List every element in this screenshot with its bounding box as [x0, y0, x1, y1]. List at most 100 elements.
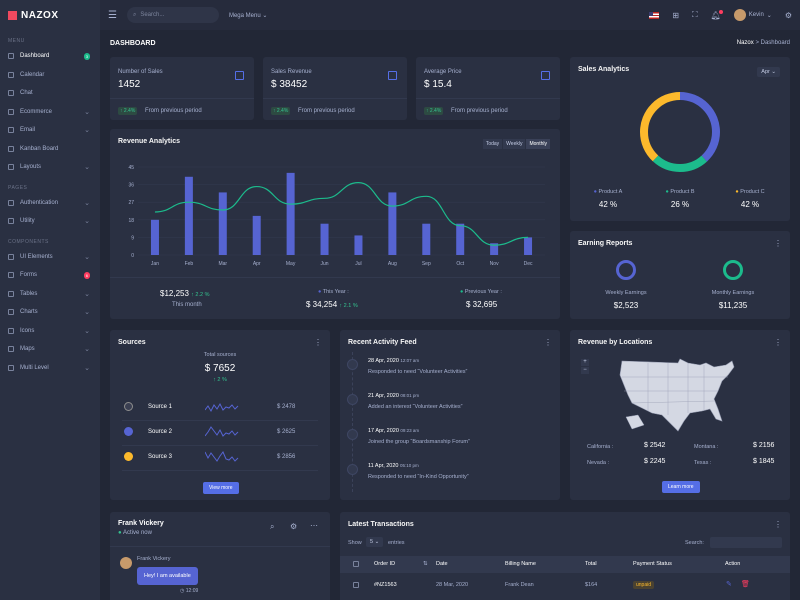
billing-name: Frank Dean	[505, 582, 534, 588]
column-header-billing-name[interactable]: Billing Name	[505, 561, 536, 567]
gear-icon[interactable]: ⚙	[784, 10, 792, 20]
latest-transactions-card: Latest Transactions ⋮ Show 5 ⌄ entries S…	[340, 512, 790, 600]
card-title: Sources	[118, 339, 146, 346]
revenue-chart: 0 9 18 27 36 45 Jan Feb Mar Apr May Jun Jul Aug Sep Oct…	[128, 165, 545, 267]
sidebar-item-calendar[interactable]: Calendar	[0, 66, 100, 85]
y-tick-label: 27	[128, 200, 134, 206]
source-row[interactable]: Source 2 $ 2625	[122, 421, 318, 446]
entries-select[interactable]: 5 ⌄	[366, 537, 384, 547]
more-vertical-icon[interactable]: ⋮	[774, 239, 782, 248]
sidebar-item-authentication[interactable]: Authentication ⌄	[0, 194, 100, 213]
select-all-checkbox[interactable]	[353, 561, 359, 567]
message-sender: Frank Vickery	[137, 556, 171, 562]
avatar	[733, 9, 746, 21]
more-vertical-icon[interactable]: ⋮	[774, 338, 782, 347]
sparkline-path	[205, 402, 239, 413]
column-header-payment-status[interactable]: Payment Status	[633, 561, 672, 567]
us-flag-icon[interactable]	[649, 11, 660, 19]
zoom-out-button[interactable]: −	[581, 367, 589, 374]
activity-date-text: 28 Apr, 2020	[368, 358, 399, 364]
sidebar-item-utility[interactable]: Utility ⌄	[0, 212, 100, 231]
order-total: $164	[585, 582, 598, 588]
sidebar-item-tables[interactable]: Tables ⌄	[0, 285, 100, 304]
source-row[interactable]: Source 1 $ 2478	[122, 396, 318, 421]
zoom-in-button[interactable]: +	[581, 359, 589, 366]
more-horizontal-icon[interactable]: ⋯	[310, 521, 318, 530]
tab-weekly[interactable]: Weekly	[503, 139, 526, 149]
user-menu[interactable]: Kevin ⌄	[733, 9, 772, 21]
bar-jan	[150, 219, 159, 255]
source-row[interactable]: Source 3 $ 2856	[122, 446, 318, 471]
trash-icon[interactable]: 🗑︎	[741, 581, 750, 588]
column-header-action[interactable]: Action	[725, 561, 741, 567]
search-placeholder: Search...	[140, 12, 165, 18]
mega-menu-button[interactable]: Mega Menu ⌄	[228, 12, 268, 19]
sidebar-item-charts[interactable]: Charts ⌄	[0, 303, 100, 322]
learn-more-button[interactable]: Learn more	[662, 481, 700, 493]
column-header-total[interactable]: Total	[585, 561, 597, 567]
table-icon	[8, 290, 14, 297]
legend-product-c: ● Product C 42 %	[735, 189, 765, 209]
tab-monthly[interactable]: Monthly	[526, 139, 550, 149]
location-label: California :	[587, 444, 614, 450]
sidebar-item-layouts[interactable]: Layouts ⌄	[0, 158, 100, 177]
sources-card: Sources ⋮ Total sources $ 7652 ↑ 2 % Sou…	[110, 330, 330, 500]
menu-toggle-icon[interactable]: ☰	[108, 9, 117, 21]
sidebar-item-dashboard[interactable]: Dashboard 3	[0, 47, 100, 66]
stat-change: ↑ 2.4%	[118, 107, 138, 115]
x-tick-label: Mar	[218, 261, 227, 267]
notification-badge: 3	[83, 52, 90, 60]
table-search-input[interactable]	[710, 537, 782, 548]
fullscreen-icon[interactable]: ⛶	[692, 10, 698, 19]
search-input[interactable]: ⌕ Search...	[126, 7, 219, 23]
column-header-date[interactable]: Date	[436, 561, 448, 567]
card-title: Revenue by Locations	[578, 339, 653, 346]
table-row[interactable]: #NZ1563 28 Mar, 2020 Frank Dean $164 unp…	[340, 577, 790, 594]
dashboard-icon	[8, 53, 14, 60]
location-label: Montana :	[694, 444, 719, 450]
sidebar-item-ecommerce[interactable]: Ecommerce ⌄	[0, 103, 100, 122]
activity-date: 21 Apr, 2020 08:01 pm	[368, 393, 419, 399]
sidebar-item-chat[interactable]: Chat	[0, 84, 100, 103]
x-tick-label: Jun	[321, 261, 329, 267]
sidebar-item-forms[interactable]: Forms 6	[0, 266, 100, 285]
activity-date: 28 Apr, 2020 12:07 am	[368, 358, 419, 364]
sidebar-item-icons[interactable]: Icons ⌄	[0, 322, 100, 341]
breadcrumb-nazox[interactable]: Nazox	[736, 40, 754, 46]
slice-product-c	[640, 92, 720, 172]
brand-logo[interactable]: NAZOX	[0, 0, 100, 30]
more-vertical-icon[interactable]: ⋮	[774, 520, 782, 529]
more-vertical-icon[interactable]: ⋮	[544, 338, 552, 347]
y-tick-label: 18	[128, 218, 134, 224]
sidebar-item-maps[interactable]: Maps ⌄	[0, 340, 100, 359]
row-checkbox[interactable]	[353, 582, 359, 588]
stat-card-sales: Number of Sales 1452 ↑ 2.4% From previou…	[110, 57, 254, 120]
bar-apr	[252, 215, 261, 255]
sidebar-item-kanban[interactable]: Kanban Board	[0, 140, 100, 159]
edit-icon[interactable]: ✎	[726, 581, 732, 588]
activity-date-text: 21 Apr, 2020	[368, 393, 399, 399]
sidebar-item-ui-elements[interactable]: UI Elements ⌄	[0, 248, 100, 267]
source-icon	[124, 452, 133, 461]
share-icon	[8, 364, 14, 371]
order-id[interactable]: #NZ1563	[374, 582, 397, 588]
sidebar-item-email[interactable]: Email ⌄	[0, 121, 100, 140]
column-header-order-id[interactable]: Order ID	[374, 561, 396, 567]
chart-icon	[8, 309, 14, 316]
sparkline-path	[205, 426, 239, 437]
search-icon: ⌕	[132, 11, 137, 18]
sort-icon[interactable]: ⇅	[423, 561, 428, 567]
tab-today[interactable]: Today	[482, 139, 503, 149]
monthly-label: Monthly Earnings	[711, 290, 755, 296]
logo-icon	[8, 10, 17, 20]
apps-grid-icon[interactable]: ⊞	[672, 10, 680, 20]
more-vertical-icon[interactable]: ⋮	[314, 338, 322, 347]
utility-icon	[8, 218, 14, 225]
bell-icon[interactable]: 🔔︎	[710, 9, 723, 20]
search-icon[interactable]: ⌕	[270, 522, 275, 531]
gear-icon[interactable]: ⚙	[290, 522, 298, 531]
forms-badge: 6	[83, 271, 90, 279]
sidebar-item-multi-level[interactable]: Multi Level ⌄	[0, 359, 100, 378]
month-select[interactable]: Apr ⌄	[757, 67, 780, 77]
view-more-button[interactable]: View more	[203, 482, 239, 494]
